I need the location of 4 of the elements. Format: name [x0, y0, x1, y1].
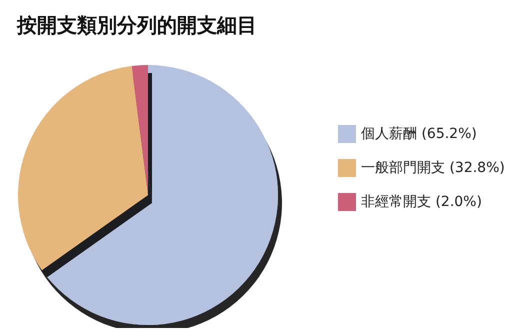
legend-label: 非經常開支 (2.0%) — [361, 194, 482, 210]
legend-label: 一般部門開支 (32.8%) — [361, 160, 505, 176]
chart-title: 按開支類別分列的開支細目 — [16, 13, 257, 37]
legend-label: 個人薪酬 (65.2%) — [361, 126, 477, 142]
